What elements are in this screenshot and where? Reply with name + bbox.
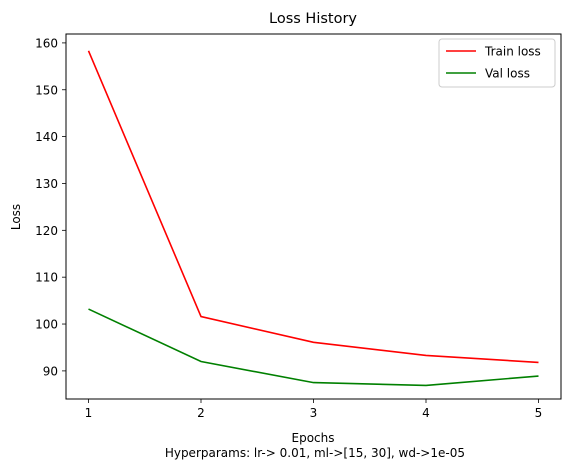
- plot-lines: [87, 50, 539, 387]
- x-tick-label: 3: [310, 406, 318, 420]
- y-axis-label: Loss: [9, 204, 23, 230]
- y-tick-label: 150: [35, 83, 58, 97]
- series-line-train-loss: [87, 50, 539, 364]
- hyperparams-caption: Hyperparams: lr-> 0.01, ml->[15, 30], wd…: [161, 446, 465, 460]
- chart-title: Loss History: [269, 11, 357, 27]
- y-tick-label: 130: [35, 177, 58, 191]
- y-tick-label: 120: [35, 224, 58, 238]
- x-axis-label: Epochs: [292, 431, 335, 445]
- y-tick-label: 160: [35, 36, 58, 50]
- legend: Train loss Val loss: [438, 38, 556, 88]
- x-tick-label: 4: [422, 406, 430, 420]
- legend-label: Val loss: [485, 67, 530, 81]
- y-tick-label: 110: [35, 271, 58, 285]
- series-line-val-loss: [88, 308, 539, 387]
- x-tick-label: 5: [535, 406, 543, 420]
- plot-area-frame: [65, 33, 562, 400]
- y-axis-ticks: 90 100 110 120 130 140 150 160: [35, 36, 66, 378]
- x-tick-label: 2: [197, 406, 205, 420]
- y-tick-label: 90: [43, 364, 58, 378]
- y-tick-label: 100: [35, 318, 58, 332]
- x-tick-label: 1: [85, 406, 93, 420]
- legend-label: Train loss: [484, 45, 541, 59]
- y-tick-label: 140: [35, 130, 58, 144]
- x-axis-ticks: 1 2 3 4 5: [85, 399, 543, 420]
